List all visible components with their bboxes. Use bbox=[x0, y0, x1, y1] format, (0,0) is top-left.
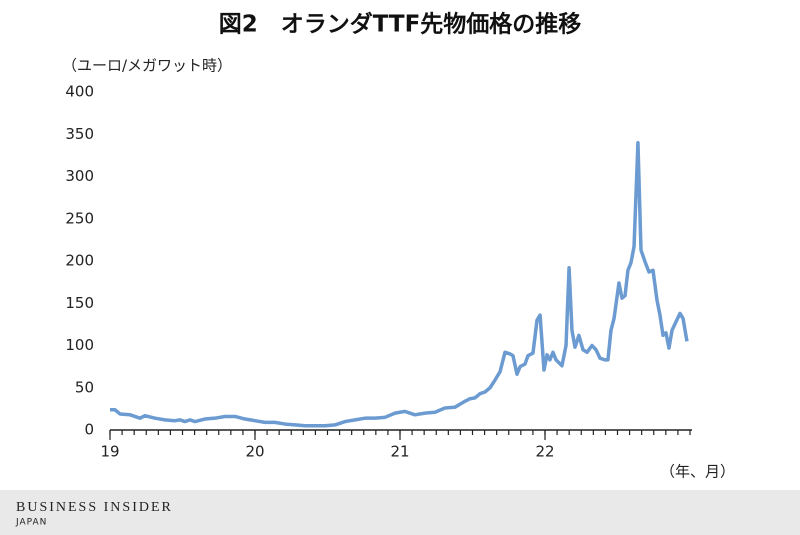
y-tick-label: 100 bbox=[65, 336, 94, 354]
chart-title: 図2 オランダTTF先物価格の推移 bbox=[219, 11, 582, 38]
y-tick-label: 150 bbox=[65, 294, 94, 312]
x-tick-label: 20 bbox=[245, 443, 264, 461]
y-tick-label: 0 bbox=[84, 421, 94, 439]
x-tick-label: 21 bbox=[390, 443, 409, 461]
source-sub: JAPAN bbox=[15, 518, 47, 528]
y-tick-label: 350 bbox=[65, 125, 94, 143]
y-tick-label: 300 bbox=[65, 167, 94, 185]
x-tick-label: 22 bbox=[535, 443, 554, 461]
y-tick-label: 200 bbox=[65, 252, 94, 270]
y-tick-label: 50 bbox=[75, 378, 94, 396]
footer-band bbox=[0, 490, 800, 535]
x-axis-label: （年、月） bbox=[660, 463, 735, 481]
y-axis-label: （ユーロ/メガワット時） bbox=[62, 57, 232, 75]
data-line bbox=[110, 140, 689, 428]
y-tick-label: 400 bbox=[65, 83, 94, 101]
x-tick-label: 19 bbox=[100, 443, 119, 461]
y-tick-label: 250 bbox=[65, 209, 94, 227]
source: BUSINESS INSIDER bbox=[16, 500, 173, 515]
